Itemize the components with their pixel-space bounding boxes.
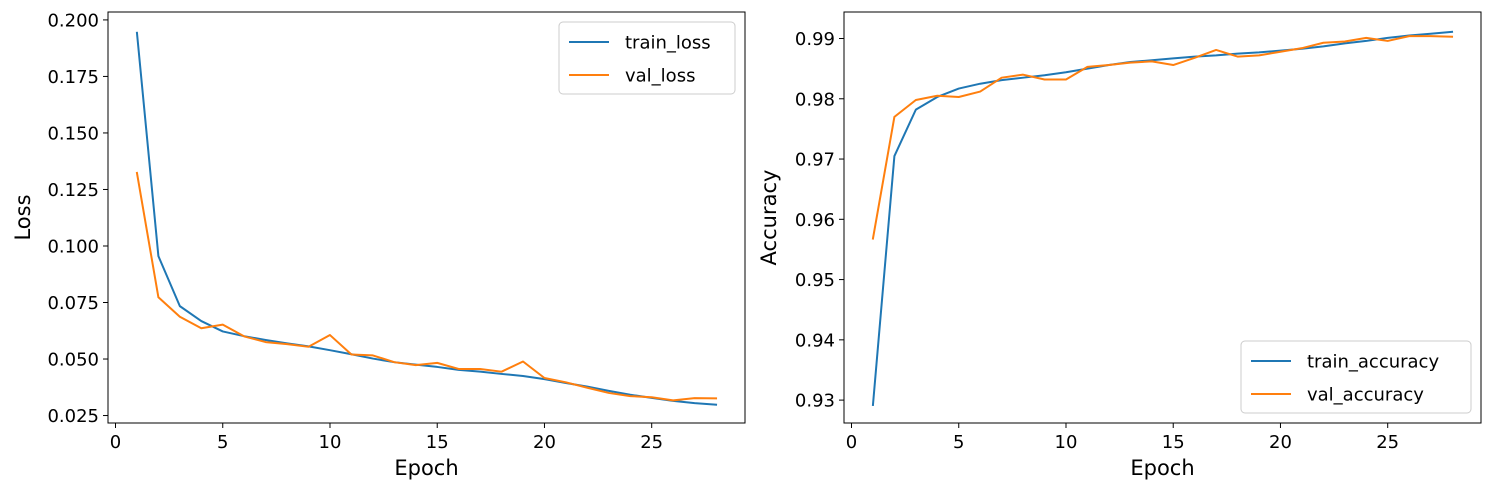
y-tick-label: 0.99 (795, 29, 835, 50)
y-tick-label: 0.97 (795, 150, 835, 171)
y-tick-label: 0.93 (795, 391, 835, 412)
x-tick-label: 15 (426, 432, 449, 453)
x-tick-label: 0 (110, 432, 121, 453)
x-tick-label: 5 (217, 432, 228, 453)
series-line-val_accuracy (871, 35, 1454, 240)
plot-frame (107, 11, 746, 424)
y-tick-label: 0.100 (47, 236, 99, 257)
y-tick-label: 0.050 (47, 350, 99, 371)
y-axis-label: Loss (11, 194, 35, 240)
y-tick-label: 0.025 (47, 406, 99, 427)
y-tick-label: 0.200 (47, 10, 99, 31)
chart-accuracy: 0 5 10 15 20 25 0.93 0.94 0.95 0.96 0.97 0.98 0.99 Ep… (757, 11, 1482, 480)
legend-label-val_loss: val_loss (625, 66, 695, 87)
legend: train_accuracy val_accuracy (1240, 340, 1472, 414)
x-tick-label: 10 (1055, 432, 1078, 453)
x-tick-label: 15 (1162, 432, 1185, 453)
y-tick-label: 0.98 (795, 89, 835, 110)
y-axis-label: Accuracy (757, 170, 781, 266)
y-tick-label: 0.125 (47, 180, 99, 201)
y-tick-label: 0.96 (795, 210, 835, 231)
x-tick-label: 25 (640, 432, 663, 453)
x-tick-label: 25 (1376, 432, 1399, 453)
x-axis-label: Epoch (394, 456, 458, 480)
legend-label-val_accuracy: val_accuracy (1307, 385, 1424, 406)
y-tick-label: 0.95 (795, 270, 835, 291)
series-line-train_accuracy (871, 30, 1454, 407)
series-line-train_loss (135, 31, 718, 406)
legend: train_loss val_loss (558, 21, 736, 95)
x-tick-label: 20 (533, 432, 556, 453)
y-tick-label: 0.150 (47, 123, 99, 144)
y-tick-label: 0.175 (47, 67, 99, 88)
x-tick-label: 10 (319, 432, 342, 453)
series-line-val_loss (135, 171, 718, 402)
x-tick-label: 5 (953, 432, 964, 453)
x-tick-label: 0 (846, 432, 857, 453)
chart-loss: 0 5 10 15 20 25 0.025 0.050 0.075 0.100 0.125 0.150… (11, 10, 746, 480)
x-axis-label: Epoch (1130, 456, 1194, 480)
y-tick-label: 0.075 (47, 293, 99, 314)
x-tick-label: 20 (1269, 432, 1292, 453)
plot-frame (843, 11, 1482, 424)
legend-label-train_accuracy: train_accuracy (1307, 352, 1439, 373)
legend-box (1240, 340, 1472, 414)
y-tick-label: 0.94 (795, 330, 835, 351)
legend-label-train_loss: train_loss (625, 33, 711, 54)
